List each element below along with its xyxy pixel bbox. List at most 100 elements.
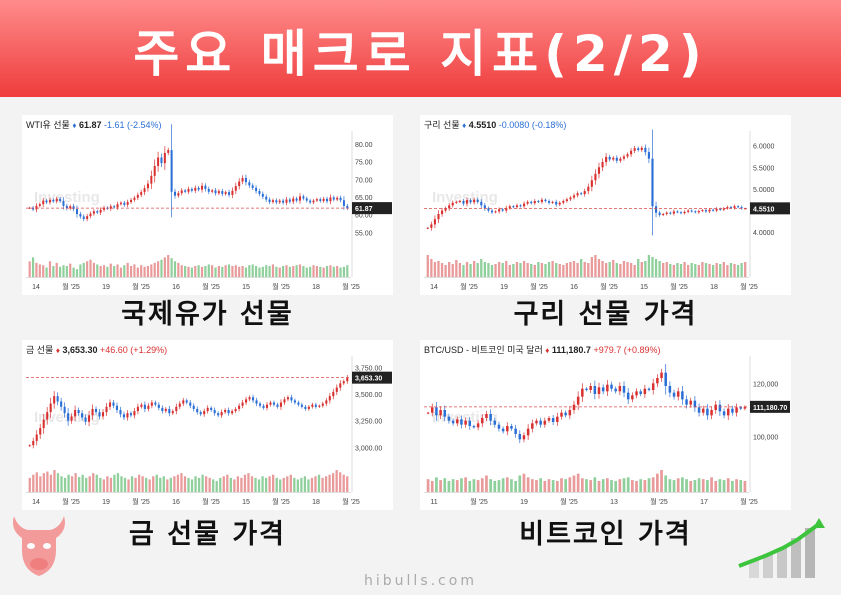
volume-bar xyxy=(669,264,672,277)
volume-bar xyxy=(426,255,429,277)
volume-bar xyxy=(99,266,102,277)
volume-bar xyxy=(184,266,187,277)
volume-bar xyxy=(170,258,173,277)
x-tick-label: 14 xyxy=(430,284,438,291)
volume-bar xyxy=(639,479,643,492)
candle-body xyxy=(701,408,705,413)
volume-bar xyxy=(656,473,659,492)
volume-bar xyxy=(292,266,295,277)
volume-bar xyxy=(143,266,146,277)
volume-bar xyxy=(197,265,200,277)
candle-body xyxy=(99,209,102,213)
volume-bar xyxy=(32,474,35,492)
candle-body xyxy=(258,403,262,406)
volume-bar xyxy=(489,479,492,492)
candle-body xyxy=(161,407,164,412)
y-tick-label: 65.00 xyxy=(355,195,373,202)
candle-body xyxy=(444,208,447,211)
x-tick-label: 월 '25 xyxy=(600,282,618,291)
candle-body xyxy=(70,416,73,421)
volume-bar xyxy=(286,476,289,492)
candle-body xyxy=(690,210,693,212)
candle-body xyxy=(116,204,119,208)
candle-body xyxy=(62,200,65,206)
caption-btc: 비트코인 가격 xyxy=(519,519,692,550)
price-change: +46.60 (+1.29%) xyxy=(100,345,168,355)
volume-bar xyxy=(315,266,318,277)
candle-body xyxy=(731,408,734,413)
candle-body xyxy=(311,404,314,407)
volume-bar xyxy=(480,478,484,492)
candle-body xyxy=(560,412,563,417)
footer-site: hibulls.com xyxy=(364,573,477,589)
candle-body xyxy=(335,387,338,392)
candle-body xyxy=(332,391,335,397)
candle-body xyxy=(342,200,345,206)
volume-bar xyxy=(572,475,576,492)
candle-body xyxy=(465,200,469,204)
candle-body xyxy=(221,191,224,194)
candle-body xyxy=(505,207,508,211)
caption-wti: 국제유가 선물 xyxy=(121,299,294,330)
volume-bar xyxy=(547,479,551,492)
volume-bar xyxy=(106,476,109,492)
candle-body xyxy=(635,391,638,396)
volume-bar xyxy=(676,478,680,492)
volume-bar xyxy=(668,479,672,492)
volume-bar xyxy=(540,263,544,277)
candle-body xyxy=(28,207,31,209)
candle-body xyxy=(497,424,501,429)
volume-bar xyxy=(654,259,658,277)
candle-body xyxy=(77,410,80,414)
volume-bar xyxy=(187,266,190,277)
volume-bar xyxy=(722,480,726,492)
volume-bar xyxy=(476,480,480,492)
candle-body xyxy=(543,420,547,425)
volume-bar xyxy=(106,266,109,277)
x-tick-label: 월 '25 xyxy=(132,497,150,506)
volume-bar xyxy=(686,265,690,277)
volume-bar xyxy=(458,263,462,277)
volume-bar xyxy=(672,265,676,277)
volume-bar xyxy=(681,477,684,492)
volume-bar xyxy=(605,478,609,492)
volume-bar xyxy=(601,261,604,277)
candle-body xyxy=(42,200,45,205)
candle-body xyxy=(339,383,342,388)
candle-body xyxy=(295,198,298,201)
volume-bar xyxy=(568,477,572,492)
volume-bar xyxy=(735,479,738,492)
candle-body xyxy=(286,397,289,400)
candle-body xyxy=(743,406,747,409)
volume-bar xyxy=(719,264,722,277)
volume-bar xyxy=(268,476,271,492)
volume-bar xyxy=(433,262,437,277)
candle-body xyxy=(610,384,613,389)
volume-bar xyxy=(99,477,102,492)
volume-bar xyxy=(462,265,465,277)
candle-body xyxy=(489,414,492,421)
candle-body xyxy=(601,162,604,168)
candle-body xyxy=(290,397,293,401)
candle-body xyxy=(53,396,56,404)
volume-bar xyxy=(257,479,261,492)
volume-bar xyxy=(472,479,476,492)
volume-bar xyxy=(133,264,136,277)
candle-body xyxy=(241,177,244,182)
candle-body xyxy=(82,216,85,219)
chart-header: 구리 선물 ♦ 4.5510 -0.0080 (-0.18%) xyxy=(424,118,566,131)
candle-body xyxy=(136,406,139,412)
volume-bar xyxy=(690,263,693,277)
candle-body xyxy=(697,210,700,213)
x-tick-label: 14 xyxy=(32,499,40,506)
volume-bar xyxy=(651,257,654,277)
candle-body xyxy=(92,211,95,214)
candle-body xyxy=(472,426,476,428)
volume-bar xyxy=(38,264,41,277)
candle-body xyxy=(739,407,742,409)
volume-bar xyxy=(194,266,197,277)
volume-bar xyxy=(65,266,68,277)
volume-bar xyxy=(508,265,511,277)
candle-body xyxy=(96,211,99,213)
candle-body xyxy=(614,388,617,392)
